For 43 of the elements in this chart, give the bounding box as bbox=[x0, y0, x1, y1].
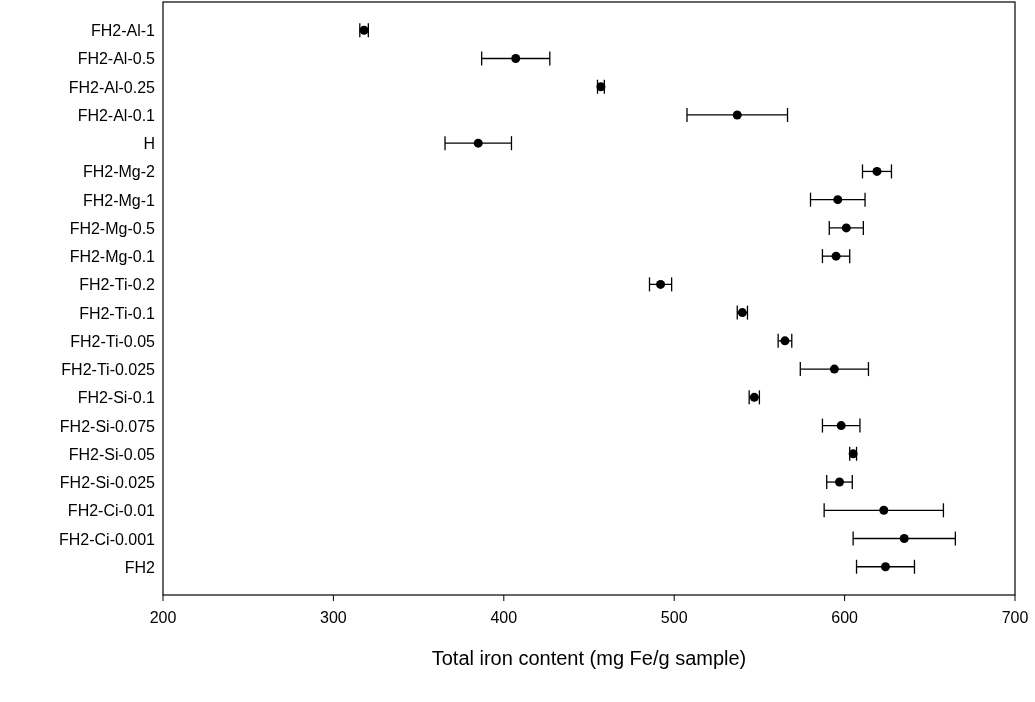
y-tick-label: FH2-Ci-0.01 bbox=[67, 502, 156, 520]
point bbox=[833, 195, 843, 205]
y-tick-label: FH2-Mg-0.1 bbox=[69, 248, 156, 266]
point bbox=[834, 477, 844, 487]
y-tick-label: FH2-Ci-0.001 bbox=[58, 530, 156, 548]
y-tick-label: FH2-Al-0.25 bbox=[68, 78, 156, 96]
point bbox=[737, 308, 747, 318]
point bbox=[656, 279, 666, 289]
x-tick-label: 200 bbox=[149, 609, 177, 626]
y-tick-label: FH2-Ti-0.05 bbox=[70, 332, 156, 350]
x-axis-title: Total iron content (mg Fe/g sample) bbox=[431, 647, 747, 669]
x-tick-label: 300 bbox=[320, 609, 347, 626]
x-tick-label: 700 bbox=[1001, 609, 1029, 626]
point bbox=[899, 534, 909, 544]
point bbox=[831, 251, 841, 261]
point bbox=[881, 562, 890, 572]
point bbox=[879, 505, 889, 515]
point bbox=[829, 364, 839, 374]
x-tick-label: 400 bbox=[490, 609, 518, 626]
y-tick-label: FH2-Al-0.1 bbox=[77, 106, 156, 124]
y-tick-label: FH2-Si-0.1 bbox=[77, 389, 156, 407]
x-tick-label: 500 bbox=[660, 609, 688, 626]
y-tick-label: FH2-Si-0.075 bbox=[59, 417, 156, 435]
y-tick-label: FH2-Ti-0.1 bbox=[79, 304, 156, 322]
y-tick-label: FH2-Mg-1 bbox=[82, 191, 156, 209]
point bbox=[836, 421, 846, 431]
y-tick-label: FH2-Al-1 bbox=[90, 22, 156, 40]
point bbox=[872, 166, 882, 176]
y-tick-label: FH2-Mg-0.5 bbox=[69, 219, 156, 237]
y-tick-label: FH2-Ti-0.025 bbox=[61, 361, 156, 379]
y-tick-label: FH2 bbox=[124, 558, 156, 576]
y-tick-label: H bbox=[143, 135, 155, 153]
x-tick-label: 600 bbox=[831, 609, 859, 626]
point bbox=[596, 82, 606, 92]
y-tick-label: FH2-Mg-2 bbox=[82, 163, 156, 181]
y-tick-label: FH2-Ti-0.2 bbox=[79, 276, 156, 294]
point bbox=[473, 138, 483, 148]
y-tick-label: FH2-Si-0.05 bbox=[68, 445, 156, 463]
point bbox=[511, 53, 521, 63]
y-tick-label: FH2-Al-0.5 bbox=[77, 50, 156, 68]
point bbox=[841, 223, 851, 233]
y-tick-label: FH2-Si-0.025 bbox=[59, 474, 156, 492]
point bbox=[732, 110, 742, 120]
